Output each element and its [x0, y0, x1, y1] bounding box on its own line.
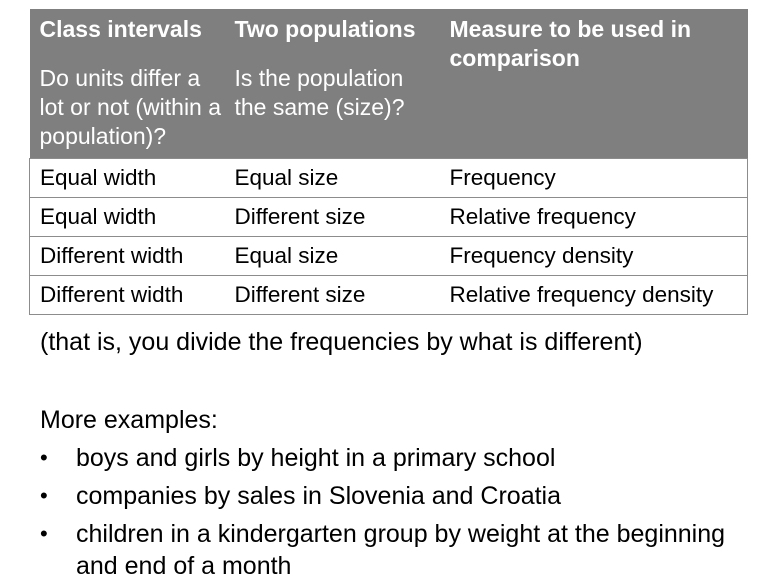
table-cell: Equal width: [29, 157, 225, 197]
bullet-icon: •: [40, 521, 48, 546]
table-cell: Frequency density: [439, 235, 748, 275]
table-cell: Equal width: [29, 196, 225, 236]
table-row: Equal width Different size Relative freq…: [29, 196, 748, 236]
table-note: (that is, you divide the frequencies by …: [40, 328, 643, 356]
table-cell: Different size: [224, 196, 440, 236]
table-cell: Equal size: [224, 235, 440, 275]
examples-list: • boys and girls by height in a primary …: [40, 442, 740, 588]
list-item: • children in a kindergarten group by we…: [40, 518, 740, 582]
header-title: Class intervals: [39, 16, 202, 42]
table-cell: Relative frequency: [439, 196, 748, 236]
bullet-icon: •: [40, 483, 48, 508]
header-subtitle: Is the population the same (size)?: [234, 65, 405, 120]
header-class-intervals: Class intervals Do units differ a lot or…: [29, 9, 225, 158]
table-cell: Different width: [29, 235, 225, 275]
table-row: Equal width Equal size Frequency: [29, 157, 748, 197]
examples-heading: More examples:: [40, 406, 218, 434]
table-cell: Equal size: [224, 157, 440, 197]
table-header-row: Class intervals Do units differ a lot or…: [29, 9, 748, 158]
header-title: Measure to be used in comparison: [449, 16, 692, 71]
list-item-text: boys and girls by height in a primary sc…: [76, 444, 556, 472]
list-item-text: companies by sales in Slovenia and Croat…: [76, 482, 561, 510]
comparison-table: Class intervals Do units differ a lot or…: [29, 9, 748, 315]
list-item: • boys and girls by height in a primary …: [40, 442, 740, 474]
table-cell: Different size: [224, 274, 440, 315]
list-item: • companies by sales in Slovenia and Cro…: [40, 480, 740, 512]
list-item-text: children in a kindergarten group by weig…: [76, 520, 726, 580]
header-measure: Measure to be used in comparison: [439, 9, 748, 158]
header-title: Two populations: [234, 16, 416, 42]
table-cell: Relative frequency density: [439, 274, 748, 315]
table-row: Different width Equal size Frequency den…: [29, 235, 748, 275]
table-row: Different width Different size Relative …: [29, 274, 748, 315]
header-two-populations: Two populations Is the population the sa…: [224, 9, 440, 158]
table-cell: Frequency: [439, 157, 748, 197]
bullet-icon: •: [40, 445, 48, 470]
header-subtitle: Do units differ a lot or not (within a p…: [39, 65, 222, 149]
table-cell: Different width: [29, 274, 225, 315]
